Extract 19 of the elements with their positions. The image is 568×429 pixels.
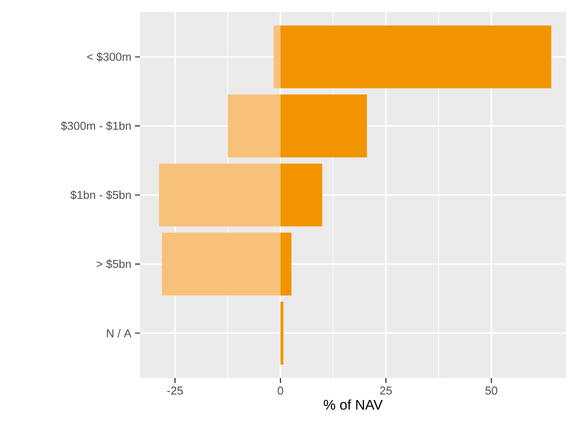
y-tick-label: > $5bn	[96, 259, 131, 269]
y-tick-label: N / A	[106, 328, 132, 338]
y-tick-label: < $300m	[87, 52, 131, 62]
bar	[280, 302, 284, 365]
x-axis-title: % of NAV	[324, 399, 383, 410]
bar	[280, 232, 292, 296]
y-tick-label: $300m - $1bn	[60, 121, 131, 131]
bar	[280, 164, 322, 226]
x-tick-label: -25	[167, 386, 183, 395]
x-tick-label: 50	[485, 386, 498, 395]
bar	[158, 164, 280, 226]
x-tick-label: 0	[278, 386, 284, 395]
bar	[274, 25, 280, 88]
bar	[280, 25, 552, 88]
bar	[280, 94, 367, 158]
bar	[162, 232, 280, 296]
bar	[228, 94, 280, 158]
y-tick-label: $1bn - $5bn	[70, 190, 131, 200]
x-tick-label: 25	[380, 386, 392, 395]
